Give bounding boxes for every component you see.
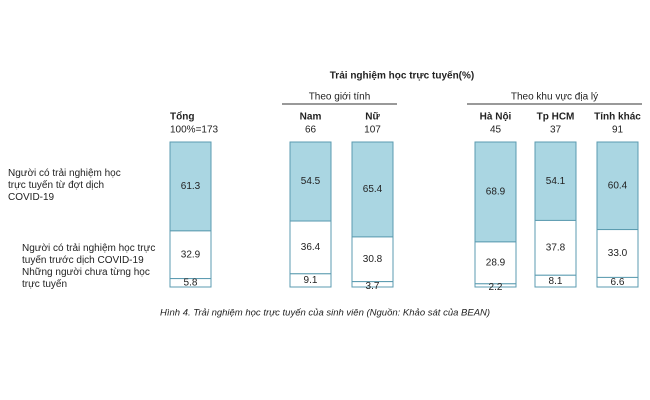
sample-size: 107 — [364, 125, 381, 136]
chart-title: Trải nghiệm học trực tuyến(%) — [330, 70, 474, 82]
category-label: Tổng — [170, 111, 194, 123]
caption: Hình 4. Trải nghiệm học trực tuyến của s… — [160, 308, 490, 319]
bar-segment — [534, 141, 577, 221]
value-label: 8.1 — [549, 276, 563, 287]
value-label: 30.8 — [363, 254, 383, 265]
series-label: Những người chưa từng học trực tuyến — [22, 266, 150, 290]
value-label: 61.3 — [181, 181, 201, 192]
sample-size: 91 — [612, 125, 624, 136]
value-label: 5.8 — [184, 277, 198, 288]
bar-segment — [351, 141, 394, 238]
bar-segment — [351, 236, 394, 283]
bar-segment — [351, 281, 394, 288]
value-label: 28.9 — [486, 257, 506, 268]
sample-size: 66 — [305, 125, 317, 136]
value-label: 32.9 — [181, 249, 201, 260]
bar-segment — [474, 241, 517, 285]
value-label: 65.4 — [363, 184, 383, 195]
category-label: Hà Nội — [480, 112, 512, 123]
bar-segment — [474, 283, 517, 288]
value-label: 68.9 — [486, 187, 506, 198]
category-label: Nữ — [365, 112, 380, 123]
sample-size: 100%=173 — [170, 125, 219, 136]
bar-segment — [169, 141, 212, 232]
series-label: Người có trải nghiệm học trực tuyến từ đ… — [8, 168, 121, 204]
group-header: Theo giới tính — [309, 92, 371, 103]
category-label: Tp HCM — [537, 112, 575, 123]
bar-segment — [169, 230, 212, 280]
value-label: 37.8 — [546, 242, 566, 253]
bar-segment — [289, 141, 332, 222]
bar-segment — [596, 276, 639, 288]
category-label: Tỉnh khác — [594, 112, 641, 123]
value-label: 60.4 — [608, 180, 628, 191]
value-label: 2.2 — [489, 282, 503, 293]
category-label: Nam — [300, 112, 322, 123]
bar-segment — [596, 141, 639, 231]
bar-segment — [534, 274, 577, 288]
bar-segment — [534, 219, 577, 276]
series-label: Người có trải nghiệm học trực tuyến trướ… — [22, 242, 156, 266]
bar-segment — [289, 273, 332, 288]
value-label: 36.4 — [301, 242, 321, 253]
sample-size: 37 — [550, 125, 562, 136]
group-header: Theo khu vực địa lý — [511, 92, 598, 103]
value-label: 54.5 — [301, 176, 321, 187]
value-label: 6.6 — [611, 277, 625, 288]
value-label: 3.7 — [366, 281, 380, 292]
bar-segment — [474, 141, 517, 243]
value-label: 54.1 — [546, 176, 566, 187]
bar-segment — [169, 278, 212, 288]
value-label: 9.1 — [304, 275, 318, 286]
sample-size: 45 — [490, 125, 502, 136]
value-label: 33.0 — [608, 248, 628, 259]
